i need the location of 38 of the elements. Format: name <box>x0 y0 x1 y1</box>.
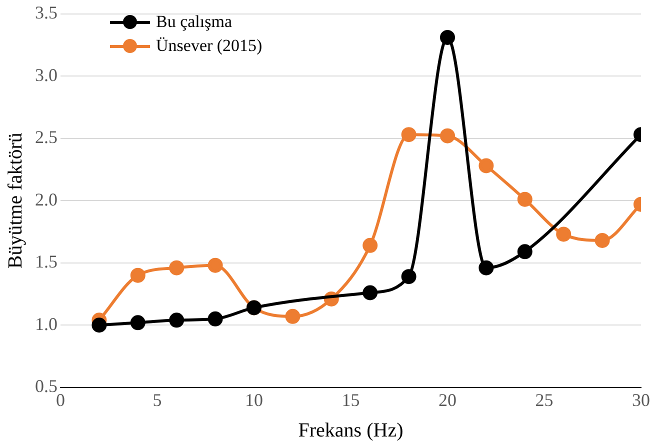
point <box>556 226 572 242</box>
y-tick-label: 3.5 <box>35 2 58 23</box>
y-tick-label: 2.0 <box>35 189 58 210</box>
y-tick-label: 0.5 <box>35 376 58 396</box>
point <box>169 260 184 276</box>
point <box>362 285 378 300</box>
x-tick-label: 5 <box>152 390 162 410</box>
point <box>401 127 416 142</box>
y-axis-title: Büyütme faktörü <box>4 132 26 269</box>
y-tick-label: 2.5 <box>35 127 58 148</box>
point <box>517 244 532 260</box>
point <box>440 128 455 144</box>
x-tick-label: 15 <box>342 390 360 410</box>
point <box>92 318 107 333</box>
x-tick-label: 10 <box>245 390 263 410</box>
point <box>130 315 146 330</box>
y-tick-label: 3.0 <box>35 64 58 85</box>
x-tick-label: 25 <box>535 390 554 410</box>
point <box>208 258 223 273</box>
point <box>478 260 494 276</box>
point <box>130 268 146 283</box>
x-axis-title: Frekans (Hz) <box>298 419 404 442</box>
x-tick-label: 0 <box>56 390 65 410</box>
point <box>208 311 223 326</box>
y-tick-label: 1.5 <box>35 252 58 272</box>
point <box>478 158 494 174</box>
point <box>285 308 300 324</box>
y-tick-label: 1.0 <box>35 314 58 334</box>
point <box>362 238 378 253</box>
legend-label: Bu çalışma <box>156 12 232 32</box>
point <box>440 30 455 45</box>
x-tick-label: 20 <box>438 390 456 410</box>
legend-label: Ünsever (2015) <box>156 36 262 56</box>
point <box>401 269 416 284</box>
point <box>517 192 532 207</box>
point <box>169 312 184 328</box>
point <box>594 232 610 248</box>
x-tick-label: 30 <box>632 390 650 410</box>
